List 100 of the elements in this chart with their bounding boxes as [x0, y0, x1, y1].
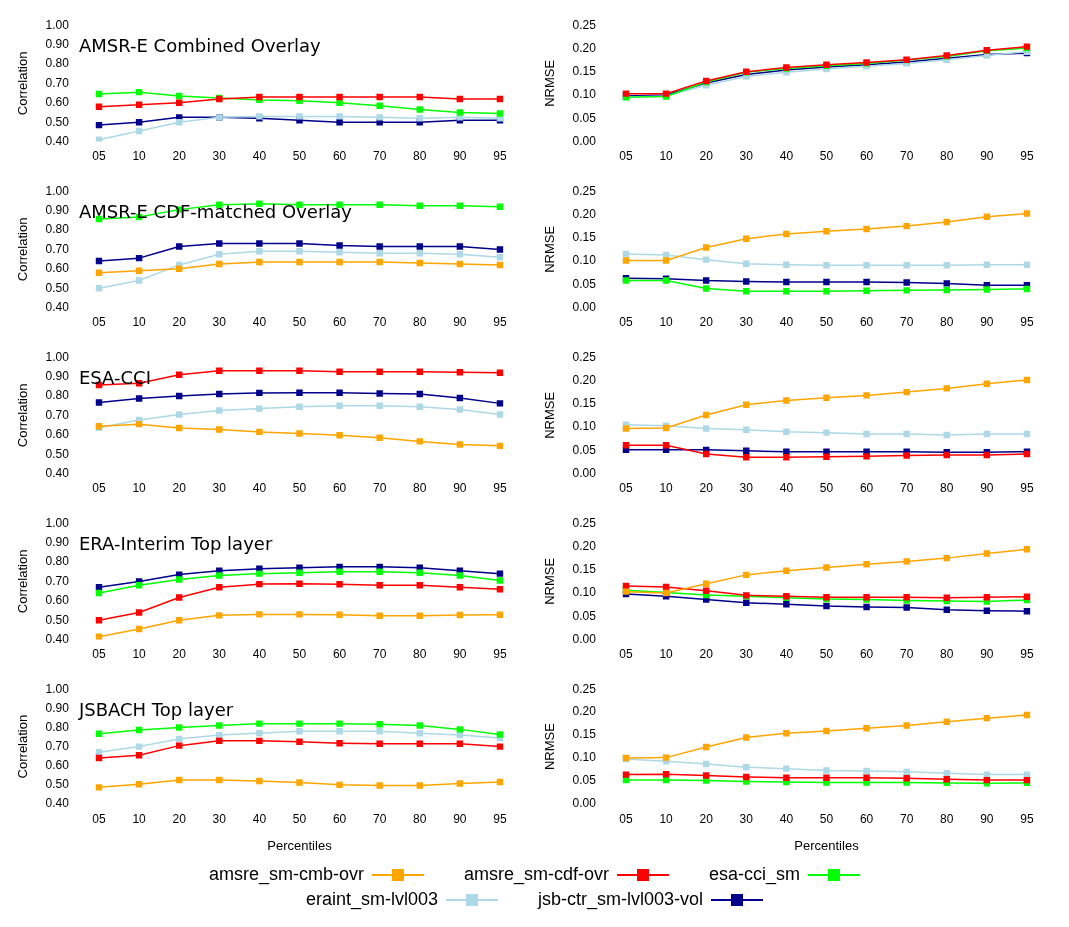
y-tick-label: 0.50 — [45, 280, 70, 295]
x-tick-label: 30 — [212, 481, 227, 496]
y-axis-title: Correlation — [15, 51, 31, 116]
x-tick-label: 90 — [453, 811, 467, 826]
x-tick-label: 05 — [92, 481, 106, 496]
x-tick-label: 10 — [659, 315, 674, 330]
x-tick-label: 80 — [940, 481, 954, 496]
x-tick-label: 50 — [819, 647, 834, 662]
y-tick-label: 0.70 — [45, 75, 70, 90]
x-tick-label: 90 — [980, 811, 994, 826]
y-axis-title: NRMSE — [542, 557, 558, 605]
y-tick-label: 0.60 — [45, 261, 70, 276]
x-tick-label: 60 — [859, 149, 874, 164]
x-tick-label: 20 — [699, 481, 714, 496]
x-tick-label: 50 — [292, 647, 307, 662]
x-tick-label: 60 — [332, 149, 347, 164]
y-tick-label: 0.60 — [45, 758, 70, 773]
x-tick-label: 10 — [132, 647, 147, 662]
y-tick-label: 0.00 — [572, 465, 597, 480]
y-tick-label: 1.00 — [45, 515, 70, 530]
x-tick-label: 10 — [659, 647, 674, 662]
y-tick-label: 0.50 — [45, 446, 70, 461]
x-tick-label: 20 — [699, 647, 714, 662]
x-tick-label: 10 — [132, 315, 147, 330]
x-tick-label: 90 — [980, 481, 994, 496]
y-tick-label: 0.70 — [45, 241, 70, 256]
x-tick-label: 70 — [372, 647, 387, 662]
x-tick-label: 60 — [332, 647, 347, 662]
x-tick-label: 70 — [899, 481, 914, 496]
x-tick-label: 30 — [212, 149, 227, 164]
text: AMSR-E CDF-matched Overlay — [78, 200, 353, 222]
y-axis-title: Correlation — [15, 714, 31, 779]
y-tick-label: 0.70 — [45, 738, 70, 753]
x-tick-label: 70 — [899, 149, 914, 164]
x-tick-label: 95 — [493, 149, 507, 164]
y-tick-label: 0.20 — [572, 538, 597, 553]
y-tick-label: 0.25 — [572, 349, 597, 364]
legend-label: eraint_sm-lvl003 — [305, 889, 438, 910]
x-tick-label: 10 — [659, 481, 674, 496]
legend-label: amsre_sm-cdf-ovr — [463, 864, 609, 885]
x-tick-label: 20 — [699, 315, 714, 330]
x-tick-label: 10 — [132, 149, 147, 164]
y-tick-label: 0.10 — [572, 87, 597, 102]
y-tick-label: 0.80 — [45, 554, 70, 569]
x-tick-label: 80 — [413, 481, 427, 496]
y-tick-label: 1.00 — [45, 681, 70, 696]
x-tick-label: 90 — [980, 647, 994, 662]
x-tick-label: 80 — [413, 647, 427, 662]
x-tick-label: 95 — [493, 315, 507, 330]
x-tick-label: 95 — [1020, 149, 1034, 164]
y-axis-title: Correlation — [15, 383, 31, 448]
x-tick-label: 90 — [453, 647, 467, 662]
y-tick-label: 0.60 — [45, 427, 70, 442]
y-tick-label: 0.00 — [572, 133, 597, 148]
x-tick-label: 90 — [453, 315, 467, 330]
x-tick-label: 10 — [659, 149, 674, 164]
x-tick-label: 30 — [212, 811, 227, 826]
x-tick-label: 70 — [899, 811, 914, 826]
y-tick-label: 0.15 — [572, 727, 597, 742]
x-tick-label: 20 — [172, 315, 187, 330]
x-tick-label: 50 — [819, 315, 834, 330]
x-tick-label: 70 — [899, 315, 914, 330]
y-axis-title: NRMSE — [542, 59, 558, 107]
x-tick-label: 40 — [252, 149, 267, 164]
x-tick-label: 70 — [372, 811, 387, 826]
x-tick-label: 40 — [779, 315, 794, 330]
x-tick-label: 60 — [332, 315, 347, 330]
x-tick-label: 05 — [619, 647, 633, 662]
x-tick-label: 95 — [493, 481, 507, 496]
y-tick-label: 0.05 — [572, 276, 597, 291]
y-tick-label: 0.70 — [45, 407, 70, 422]
legend-label: amsre_sm-cmb-ovr — [208, 864, 364, 885]
x-tick-label: 50 — [292, 149, 307, 164]
y-tick-label: 0.50 — [45, 777, 70, 792]
x-tick-label: 05 — [619, 315, 633, 330]
x-tick-label: 50 — [819, 811, 834, 826]
x-tick-label: 20 — [172, 811, 187, 826]
x-tick-label: 80 — [940, 811, 954, 826]
x-tick-label: 20 — [172, 647, 187, 662]
x-tick-label: 10 — [132, 811, 147, 826]
x-tick-label: 60 — [859, 481, 874, 496]
x-tick-label: 10 — [132, 481, 147, 496]
x-tick-label: 30 — [739, 647, 754, 662]
y-tick-label: 0.40 — [45, 631, 70, 646]
y-tick-label: 0.20 — [572, 40, 597, 55]
x-tick-label: 50 — [819, 481, 834, 496]
y-tick-label: 0.80 — [45, 222, 70, 237]
y-tick-label: 0.90 — [45, 534, 70, 549]
x-tick-label: 70 — [372, 481, 387, 496]
y-tick-label: 0.40 — [45, 796, 70, 811]
x-tick-label: 60 — [859, 315, 874, 330]
x-tick-label: 05 — [92, 647, 106, 662]
x-tick-label: 05 — [92, 149, 106, 164]
x-tick-label: 95 — [1020, 481, 1034, 496]
x-tick-label: 40 — [779, 811, 794, 826]
text: ERA-Interim Top layer — [78, 532, 273, 554]
x-tick-label: 20 — [699, 149, 714, 164]
x-tick-label: 95 — [493, 811, 507, 826]
x-tick-label: 05 — [619, 149, 633, 164]
y-axis-title: NRMSE — [542, 391, 558, 439]
